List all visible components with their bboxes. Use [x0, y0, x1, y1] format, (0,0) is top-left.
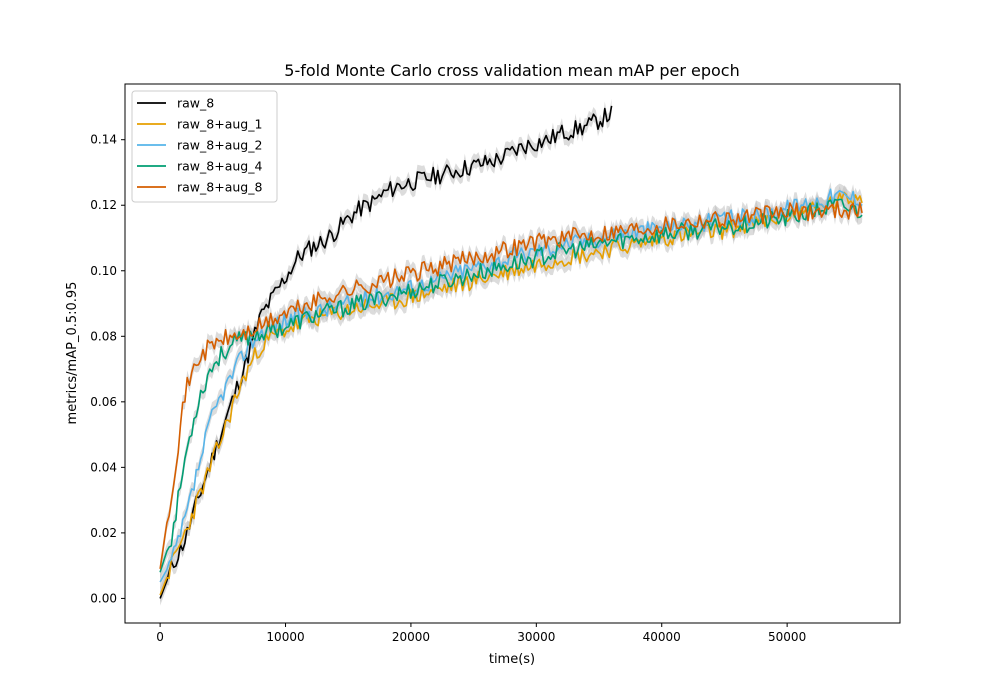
x-tick-label: 30000 — [517, 630, 555, 644]
legend-label-0: raw_8 — [177, 96, 214, 111]
y-tick-label: 0.14 — [90, 133, 117, 147]
chart-title: 5-fold Monte Carlo cross validation mean… — [284, 61, 739, 80]
x-tick-label: 50000 — [768, 630, 806, 644]
x-tick-label: 20000 — [392, 630, 430, 644]
legend-frame — [131, 90, 278, 203]
confidence-band-3 — [160, 192, 863, 580]
series-line-3 — [159, 198, 863, 573]
x-tick-label: 0 — [156, 630, 164, 644]
y-tick-label: 0.12 — [90, 198, 117, 212]
legend-label-4: raw_8+aug_8 — [177, 180, 262, 195]
y-tick-label: 0.04 — [90, 460, 117, 474]
x-axis: 0 10000 20000 30000 40000 50000 — [156, 623, 806, 644]
series-line-4 — [159, 200, 863, 570]
legend-label-3: raw_8+aug_4 — [177, 159, 262, 174]
series-line-1 — [159, 191, 863, 596]
y-tick-label: 0.00 — [90, 591, 117, 605]
x-axis-label: time(s) — [489, 652, 535, 667]
legend-label-1: raw_8+aug_1 — [177, 117, 262, 132]
series-lines — [159, 105, 863, 599]
y-tick-label: 0.10 — [90, 264, 117, 278]
y-tick-label: 0.02 — [90, 526, 117, 540]
y-axis: 0.00 0.02 0.04 0.06 0.08 0.10 0.12 0.14 — [90, 133, 125, 605]
x-tick-label: 40000 — [643, 630, 681, 644]
confidence-band-2 — [160, 182, 863, 590]
y-tick-label: 0.06 — [90, 395, 117, 409]
x-tick-label: 10000 — [266, 630, 304, 644]
y-axis-label: metrics/mAP_0.5:0.95 — [65, 282, 80, 425]
y-tick-label: 0.08 — [90, 329, 117, 343]
legend: raw_8 raw_8+aug_1 raw_8+aug_2 raw_8+aug_4ra… — [131, 90, 278, 203]
series-line-0 — [159, 105, 613, 599]
plot-area-frame — [124, 83, 901, 624]
legend-label-2: raw_8+aug_2 — [177, 138, 262, 153]
